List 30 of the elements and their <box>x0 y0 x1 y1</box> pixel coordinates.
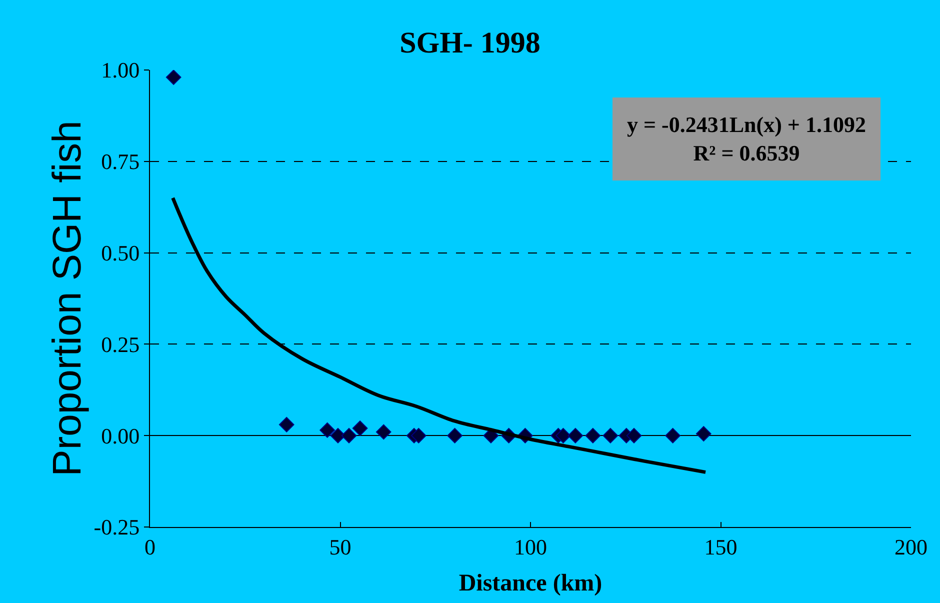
point <box>585 428 601 444</box>
point <box>568 428 584 444</box>
y-tick-label: 1.00 <box>101 58 140 83</box>
point <box>665 428 680 444</box>
x-tick-label: 100 <box>514 534 547 560</box>
point <box>320 422 335 438</box>
x-tick-label: 200 <box>894 534 928 560</box>
point <box>696 426 712 442</box>
chart-title: SGH- 1998 <box>400 26 540 60</box>
point <box>602 428 618 444</box>
point <box>166 70 182 85</box>
x-tick-label: 0 <box>144 534 156 560</box>
x-tick-label: 150 <box>704 534 738 560</box>
y-tick-label: 0.50 <box>101 240 140 266</box>
y-axis-title: Proportion SGH fish <box>45 120 90 476</box>
y-tick-label: -0.25 <box>94 514 140 540</box>
y-tick-label: 0.25 <box>101 332 140 357</box>
point <box>556 428 571 444</box>
point <box>376 424 392 440</box>
y-tick-label: 0.00 <box>101 423 140 448</box>
x-axis-title: Distance (km) <box>458 570 602 597</box>
x-tick-label: 50 <box>329 534 352 560</box>
point <box>447 428 462 444</box>
point <box>278 416 294 432</box>
point <box>341 428 357 444</box>
annotation: y = -0.2431Ln(x) + 1.1092 R² = 0.6539 <box>627 112 866 166</box>
point <box>626 428 642 444</box>
y-tick-label: 0.75 <box>101 149 140 174</box>
point <box>352 420 368 436</box>
point <box>410 428 426 444</box>
